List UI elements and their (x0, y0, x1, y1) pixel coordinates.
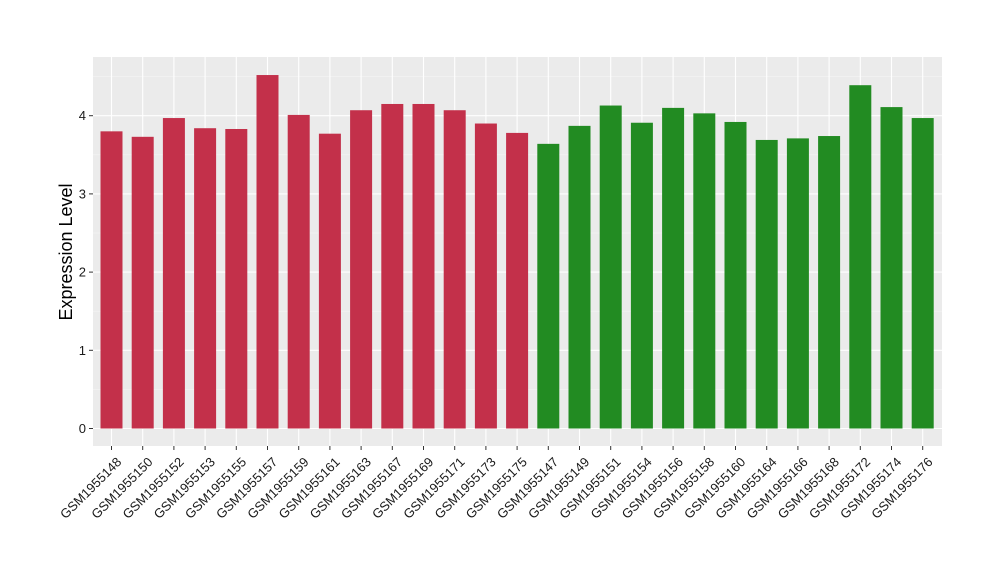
y-tick-label: 4 (79, 108, 86, 123)
bar-GSM1955168 (818, 136, 841, 429)
bar-GSM1955155 (225, 128, 248, 429)
bar-GSM1955173 (474, 123, 497, 429)
y-tick-label: 0 (79, 421, 86, 436)
bar-GSM1955158 (693, 113, 716, 429)
bar-GSM1955172 (849, 85, 872, 429)
y-tick-label: 1 (79, 343, 86, 358)
bar-GSM1955147 (537, 143, 560, 429)
bar-GSM1955154 (630, 122, 653, 429)
y-axis: 0 1 2 3 4 (79, 108, 93, 436)
bars-group (100, 75, 934, 429)
bar-GSM1955160 (724, 121, 747, 429)
bar-GSM1955176 (911, 118, 934, 429)
bar-GSM1955171 (443, 110, 466, 429)
bar-GSM1955149 (568, 125, 591, 429)
bar-GSM1955161 (318, 133, 341, 429)
bar-GSM1955164 (755, 139, 778, 429)
bar-GSM1955156 (662, 107, 685, 429)
y-tick-label: 3 (79, 186, 86, 201)
bar-GSM1955174 (880, 107, 903, 429)
x-axis: GSM1955148GSM1955150GSM1955152GSM1955153… (57, 446, 936, 522)
bar-GSM1955152 (162, 118, 185, 429)
bar-GSM1955150 (131, 136, 154, 429)
bar-GSM1955148 (100, 131, 123, 429)
y-tick-label: 2 (79, 265, 86, 280)
bar-GSM1955159 (287, 114, 310, 429)
bar-GSM1955163 (350, 110, 373, 429)
bar-GSM1955153 (194, 128, 217, 429)
bar-GSM1955175 (506, 132, 529, 429)
bar-GSM1955166 (786, 138, 809, 429)
bar-GSM1955151 (599, 105, 622, 429)
bar-GSM1955167 (381, 103, 404, 429)
y-axis-title: Expression Level (56, 183, 76, 320)
bar-GSM1955169 (412, 103, 435, 429)
bar-GSM1955157 (256, 75, 279, 429)
